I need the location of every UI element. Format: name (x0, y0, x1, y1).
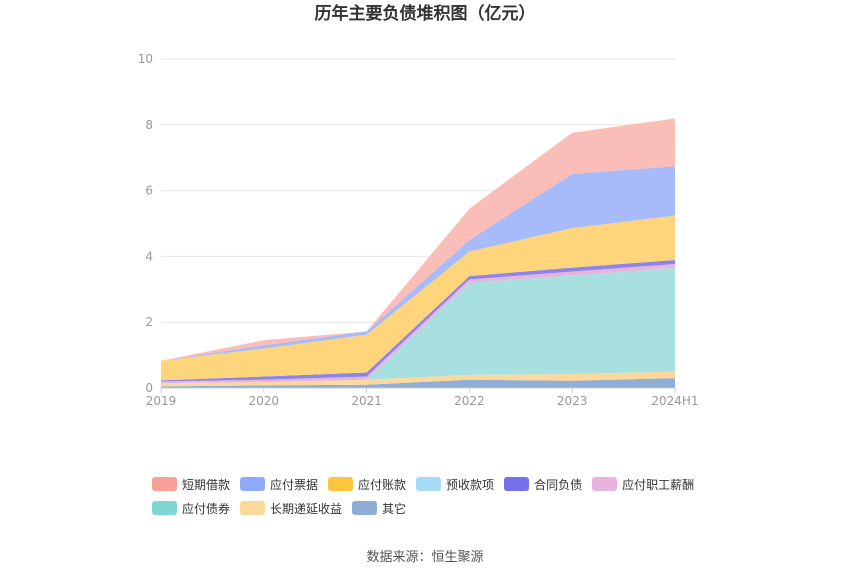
x-tick-label: 2022 (454, 394, 485, 408)
legend-item[interactable]: 应付债券 (152, 500, 230, 517)
legend-label: 预收款项 (446, 477, 495, 492)
legend: 短期借款 应付票据 应付账款 预收款项 合同负债 应付职工薪酬应付债券 长期递延收益 其它 (152, 472, 712, 520)
y-tick-label: 4 (145, 249, 153, 263)
y-tick-label: 0 (145, 381, 153, 395)
legend-label: 短期借款 (182, 477, 231, 492)
legend-swatch (352, 501, 378, 515)
legend-row: 应付债券 长期递延收益 其它 (152, 496, 712, 520)
data-source: 数据来源：恒生聚源 (366, 550, 484, 565)
area-其它 (161, 378, 675, 388)
legend-swatch (152, 501, 177, 515)
legend-label: 应付债券 (182, 501, 231, 516)
legend-label: 应付账款 (358, 477, 407, 492)
legend-swatch (240, 501, 266, 515)
x-tick-label: 2024H1 (651, 394, 698, 408)
chart-title: 历年主要负债堆积图（亿元） (314, 4, 536, 24)
legend-swatch (416, 477, 442, 491)
x-tick-label: 2020 (249, 394, 280, 408)
x-tick-label: 2021 (351, 394, 382, 408)
area-应付票据 (161, 166, 675, 361)
legend-item[interactable]: 应付职工薪酬 (592, 476, 694, 493)
legend-swatch (592, 477, 618, 491)
legend-item[interactable]: 短期借款 (152, 476, 230, 493)
legend-swatch (328, 477, 354, 491)
axes: 0 2 4 6 8 10 2019 2020 2021 2022 2023 2024H1 (138, 52, 699, 408)
legend-item[interactable]: 预收款项 (416, 476, 494, 493)
x-tick-label: 2019 (146, 394, 177, 408)
legend-item[interactable]: 应付账款 (328, 476, 406, 493)
stacked-area-chart: 0 2 4 6 8 10 2019 2020 2021 2022 2023 2024H1 (138, 52, 699, 408)
legend-item[interactable]: 应付票据 (240, 476, 318, 493)
legend-item[interactable]: 长期递延收益 (240, 500, 342, 517)
area-series (161, 118, 675, 388)
y-tick-label: 6 (145, 184, 153, 198)
legend-swatch (240, 477, 266, 491)
y-tick-label: 10 (138, 52, 153, 66)
legend-label: 其它 (382, 501, 407, 516)
legend-label: 应付职工薪酬 (622, 477, 695, 492)
legend-item[interactable]: 合同负债 (504, 476, 582, 493)
y-tick-label: 2 (145, 315, 153, 329)
legend-label: 合同负债 (534, 477, 583, 492)
area-短期借款 (161, 118, 675, 361)
y-tick-label: 8 (145, 118, 153, 132)
legend-swatch (504, 477, 530, 491)
area-应付债券 (161, 267, 675, 384)
x-tick-label: 2023 (557, 394, 588, 408)
area-应付账款 (161, 215, 675, 381)
area-长期递延收益 (161, 371, 675, 387)
legend-swatch (152, 477, 177, 491)
legend-label: 长期递延收益 (270, 501, 343, 516)
legend-row: 短期借款 应付票据 应付账款 预收款项 合同负债 应付职工薪酬 (152, 472, 712, 496)
legend-label: 应付票据 (270, 477, 319, 492)
legend-item[interactable]: 其它 (352, 500, 406, 517)
